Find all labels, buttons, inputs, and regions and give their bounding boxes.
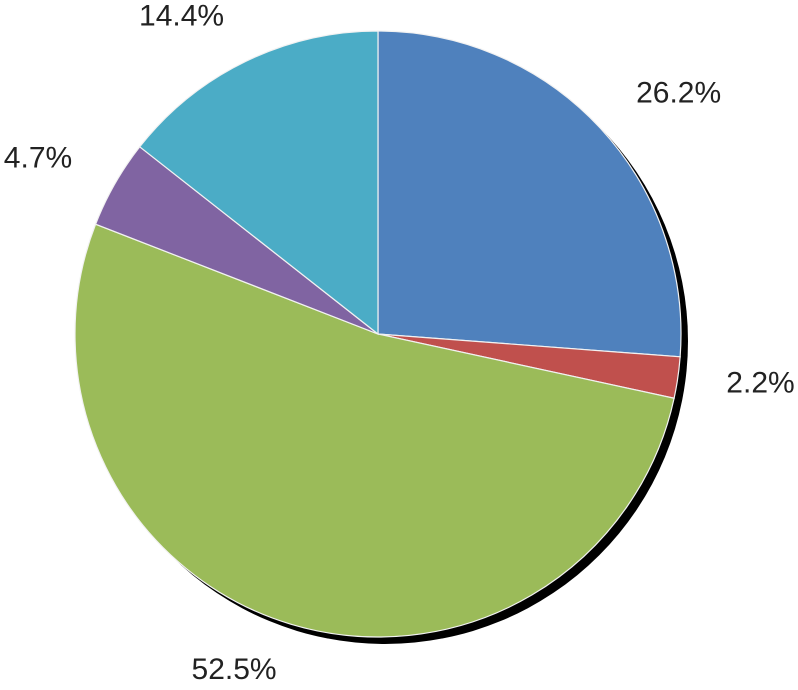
pie-slice-3 (74, 223, 675, 638)
pie-data-label-3: 52.5% (192, 653, 277, 686)
pie-slices (74, 30, 682, 638)
pie-slice-5 (138, 30, 379, 336)
pie-data-label-1: 26.2% (636, 77, 721, 110)
pie-data-label-2: 2.2% (726, 367, 794, 400)
pie-data-label-4: 4.7% (4, 142, 72, 175)
pie-data-labels: 26.2% 2.2% 52.5% 4.7% 14.4% (4, 0, 795, 686)
pie-slice-1 (377, 30, 682, 358)
pie-data-label-5: 14.4% (139, 0, 224, 32)
